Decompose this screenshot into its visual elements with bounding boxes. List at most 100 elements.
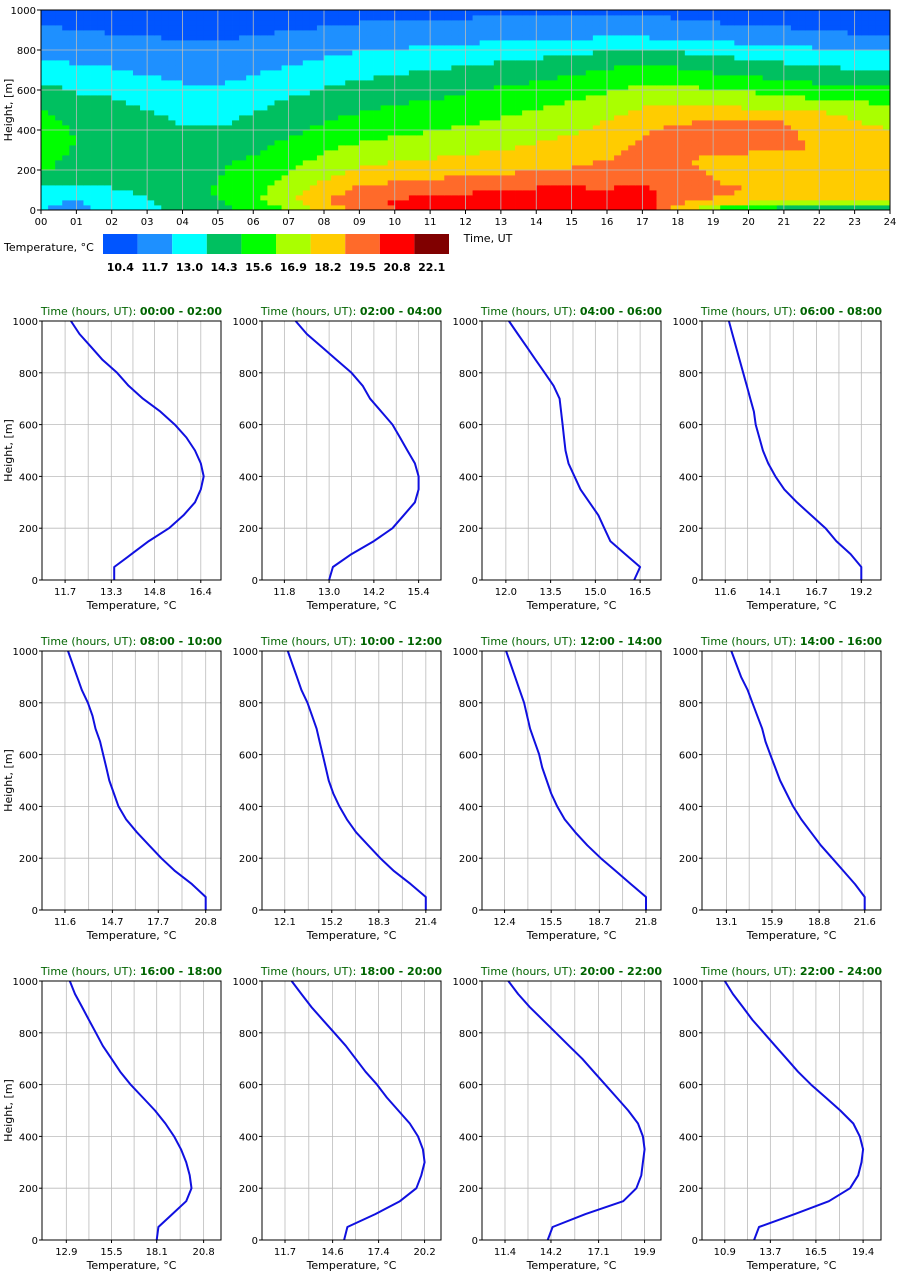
heatmap-cell [331,45,339,51]
heatmap-cell [451,60,459,66]
heatmap-cell [663,165,672,171]
heatmap-cell [267,70,275,76]
heatmap-cell [592,75,601,81]
heatmap-cell [882,80,891,86]
heatmap-cell [210,70,219,76]
heatmap-cell [366,85,374,91]
heatmap-cell [373,45,382,51]
heatmap-cell [536,95,544,101]
heatmap-chart: 00 01 02 03 04 05 06 07 08 09 10 11 12 13 14 15 16 17 18 19… [2,6,896,245]
heatmap-cell [430,15,438,21]
heatmap-cell [69,15,77,21]
heatmap-cell [819,185,827,191]
heatmap-cell [394,155,403,161]
heatmap-cell [529,105,537,111]
heatmap-cell [805,80,813,86]
heatmap-xtick-label: 05 [212,217,225,228]
heatmap-cell [748,155,756,161]
heatmap-cell [607,95,615,101]
heatmap-cell [762,195,771,201]
heatmap-cell [840,100,848,106]
heatmap-cell [755,155,764,161]
heatmap-cell [670,10,679,16]
heatmap-cell [543,195,551,201]
heatmap-cell [373,145,382,151]
heatmap-cell [387,90,396,96]
heatmap-cell [182,40,190,46]
heatmap-cell [833,25,841,31]
heatmap-cell [267,170,275,176]
heatmap-cell [380,30,389,36]
heatmap-cell [698,155,707,161]
heatmap-xtick-label: 21 [778,217,791,228]
heatmap-xtick-label: 12 [459,217,472,228]
heatmap-cell [592,185,601,191]
heatmap-cell [444,25,452,31]
heatmap-cell [847,110,856,116]
heatmap-cell [387,35,396,41]
heatmap-cell [734,150,742,156]
heatmap-cell [812,70,820,76]
heatmap-cell [769,200,778,206]
heatmap-cell [585,10,594,16]
heatmap-cell [882,10,891,16]
heatmap-cell [515,185,523,191]
heatmap-cell [408,40,417,46]
heatmap-cell [260,70,268,76]
heatmap-cell [118,30,127,36]
heatmap-cell [578,150,587,156]
heatmap-cell [670,205,679,211]
heatmap-cell [246,185,254,191]
heatmap-cell [564,140,573,146]
heatmap-cell [458,40,466,46]
heatmap-cell [359,195,367,201]
heatmap-cell [741,45,749,51]
heatmap-cell [288,120,297,126]
heatmap-cell [316,115,325,121]
heatmap-cell [281,125,290,131]
heatmap-cell [500,60,509,66]
heatmap-cell [507,135,516,141]
heatmap-cell [677,200,686,206]
heatmap-cell [437,150,445,156]
heatmap-cell [755,190,764,196]
heatmap-cell [819,70,827,76]
heatmap-cell [734,125,742,131]
heatmap-cell [691,165,700,171]
heatmap-cell [621,50,629,56]
heatmap-cell [281,60,290,66]
heatmap-cell [104,140,113,146]
heatmap-cell [720,180,728,186]
heatmap-cell [387,25,396,31]
heatmap-cell [281,165,290,171]
heatmap-cell [769,195,778,201]
heatmap-cell [783,165,792,171]
heatmap-cell [345,95,353,101]
heatmap-cell [550,100,558,106]
heatmap-cell [479,10,488,16]
heatmap-cell [366,95,374,101]
heatmap-cell [437,145,445,151]
heatmap-cell [345,120,353,126]
heatmap-cell [281,145,290,151]
heatmap-cell [253,150,261,156]
heatmap-cell [500,80,509,86]
heatmap-cell [557,75,565,81]
heatmap-cell [614,40,622,46]
heatmap-cell [90,70,99,76]
heatmap-cell [479,150,488,156]
colorbar-swatch [276,234,311,254]
heatmap-cell [578,105,587,111]
heatmap-cell [210,165,219,171]
heatmap-cell [338,170,346,176]
heatmap-cell [854,65,863,71]
heatmap-cell [147,115,155,121]
heatmap-cell [359,165,367,171]
heatmap-cell [762,175,771,181]
heatmap-cell [790,135,799,141]
heatmap-cell [267,130,275,136]
heatmap-cell [331,165,339,171]
heatmap-cell [727,30,735,36]
heatmap-cell [69,145,77,151]
heatmap-cell [232,175,240,181]
